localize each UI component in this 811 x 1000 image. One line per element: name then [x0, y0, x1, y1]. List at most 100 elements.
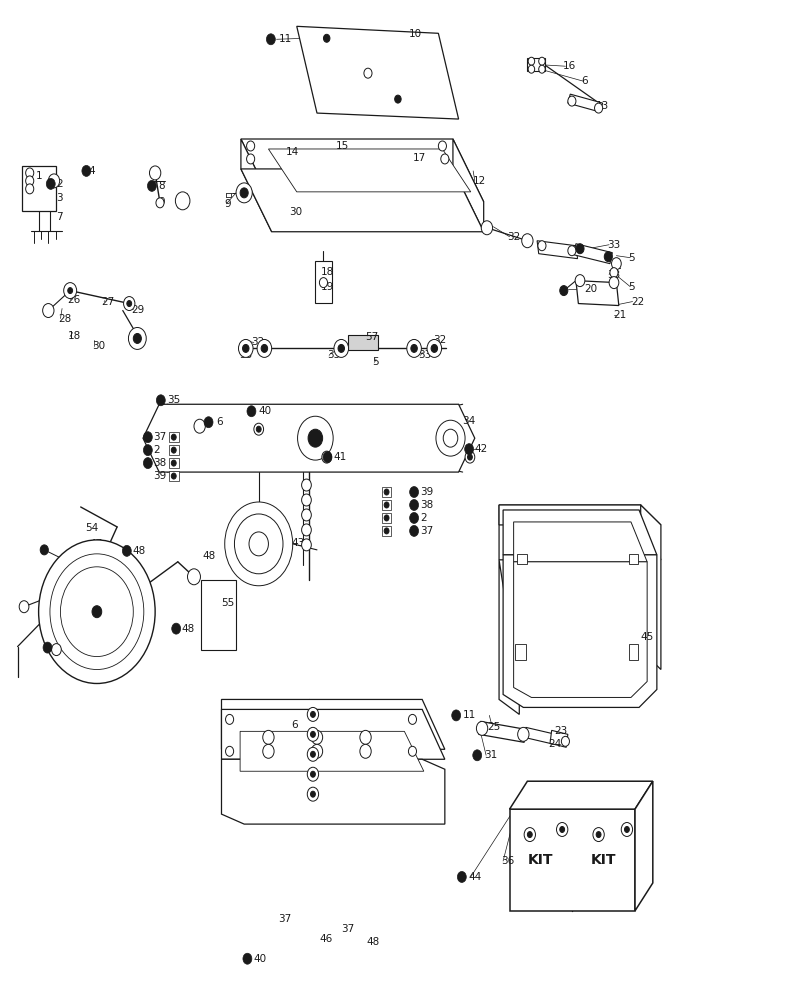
Circle shape: [465, 451, 474, 463]
Polygon shape: [453, 139, 483, 232]
Text: KIT: KIT: [590, 853, 616, 867]
Circle shape: [39, 540, 155, 683]
Text: 57: 57: [365, 332, 378, 342]
Polygon shape: [315, 261, 331, 303]
Polygon shape: [526, 58, 544, 71]
Circle shape: [307, 429, 322, 447]
Text: 5: 5: [371, 357, 378, 367]
Polygon shape: [241, 139, 272, 232]
Circle shape: [337, 344, 344, 352]
Circle shape: [225, 502, 292, 586]
Text: 14: 14: [286, 147, 299, 157]
Text: 37: 37: [153, 432, 166, 442]
Text: 19: 19: [320, 282, 334, 292]
Circle shape: [359, 744, 371, 758]
Circle shape: [51, 644, 61, 656]
Text: 56: 56: [63, 660, 77, 670]
Circle shape: [63, 283, 76, 299]
Circle shape: [409, 487, 418, 498]
Polygon shape: [509, 781, 652, 809]
Text: 25: 25: [487, 722, 500, 732]
Circle shape: [603, 252, 611, 262]
Circle shape: [194, 419, 205, 433]
Text: 15: 15: [335, 141, 349, 151]
Circle shape: [234, 514, 283, 574]
Text: 32: 32: [251, 337, 264, 347]
Circle shape: [384, 528, 388, 534]
Polygon shape: [347, 335, 378, 350]
Polygon shape: [509, 809, 634, 911]
Circle shape: [310, 711, 315, 717]
Text: 2: 2: [56, 179, 63, 189]
Circle shape: [301, 524, 311, 536]
Circle shape: [574, 275, 584, 287]
Circle shape: [225, 746, 234, 756]
Text: 23: 23: [553, 726, 567, 736]
Polygon shape: [241, 169, 483, 232]
Text: 35: 35: [167, 395, 180, 405]
Circle shape: [171, 447, 176, 453]
Text: 40: 40: [259, 406, 272, 416]
Text: 17: 17: [412, 153, 425, 163]
Polygon shape: [517, 554, 526, 564]
Text: 24: 24: [547, 739, 561, 749]
Text: 41: 41: [333, 452, 346, 462]
Polygon shape: [628, 644, 637, 660]
Circle shape: [440, 154, 448, 164]
Polygon shape: [513, 522, 646, 562]
Bar: [169, 458, 178, 468]
Circle shape: [122, 545, 131, 556]
Polygon shape: [628, 554, 637, 564]
Circle shape: [204, 417, 212, 428]
Text: 2: 2: [153, 445, 160, 455]
Circle shape: [46, 178, 55, 189]
Text: 9: 9: [224, 199, 230, 209]
Circle shape: [527, 65, 534, 73]
Text: 28: 28: [58, 314, 71, 324]
Circle shape: [171, 434, 176, 440]
Circle shape: [307, 767, 318, 781]
Text: 6: 6: [217, 417, 223, 427]
Circle shape: [247, 154, 255, 164]
Text: 32: 32: [432, 335, 445, 345]
Text: 13: 13: [595, 101, 609, 111]
Circle shape: [26, 168, 34, 178]
Circle shape: [240, 188, 248, 198]
Circle shape: [307, 707, 318, 721]
Circle shape: [620, 823, 632, 836]
Polygon shape: [499, 560, 519, 714]
Polygon shape: [478, 721, 525, 742]
Circle shape: [249, 532, 268, 556]
Bar: [381, 513, 391, 523]
Circle shape: [144, 432, 152, 443]
Text: KIT: KIT: [527, 853, 553, 867]
Circle shape: [438, 141, 446, 151]
Bar: [226, 193, 231, 197]
Circle shape: [149, 166, 161, 180]
Circle shape: [242, 953, 251, 964]
Circle shape: [236, 183, 252, 203]
Text: 12: 12: [472, 176, 485, 186]
Circle shape: [321, 451, 331, 463]
Polygon shape: [513, 562, 646, 697]
Text: 37: 37: [341, 924, 354, 934]
Circle shape: [311, 730, 322, 744]
Circle shape: [266, 34, 275, 45]
Circle shape: [144, 445, 152, 456]
Text: 9: 9: [158, 197, 165, 207]
Text: 29: 29: [131, 305, 144, 315]
Circle shape: [297, 416, 333, 460]
Polygon shape: [221, 709, 444, 759]
Circle shape: [82, 165, 91, 176]
Circle shape: [242, 344, 249, 352]
Circle shape: [310, 731, 315, 737]
Circle shape: [408, 714, 416, 724]
Circle shape: [319, 278, 327, 288]
Text: 18: 18: [67, 331, 81, 341]
Circle shape: [608, 277, 618, 289]
Circle shape: [301, 479, 311, 491]
Circle shape: [409, 512, 418, 523]
Circle shape: [406, 339, 421, 357]
Polygon shape: [82, 604, 111, 622]
Circle shape: [148, 180, 157, 191]
